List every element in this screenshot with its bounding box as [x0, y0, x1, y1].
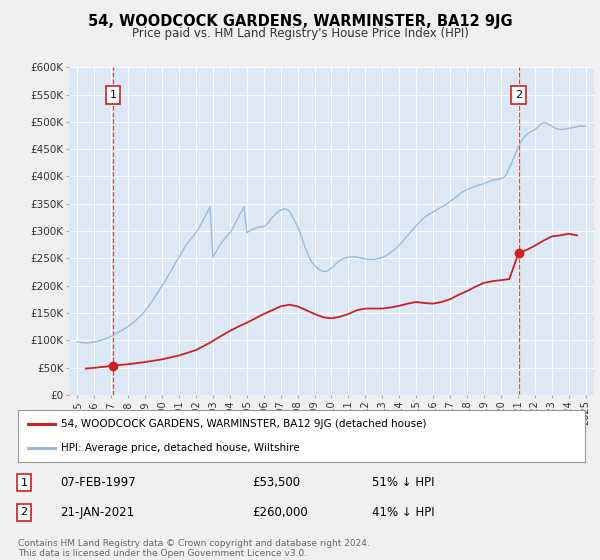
Text: 21-JAN-2021: 21-JAN-2021	[60, 506, 134, 519]
Text: 1: 1	[20, 478, 28, 488]
Text: 54, WOODCOCK GARDENS, WARMINSTER, BA12 9JG: 54, WOODCOCK GARDENS, WARMINSTER, BA12 9…	[88, 14, 512, 29]
Text: £260,000: £260,000	[252, 506, 308, 519]
Text: Price paid vs. HM Land Registry's House Price Index (HPI): Price paid vs. HM Land Registry's House …	[131, 27, 469, 40]
Text: £53,500: £53,500	[252, 476, 300, 489]
Text: 1: 1	[110, 90, 116, 100]
Text: Contains HM Land Registry data © Crown copyright and database right 2024.
This d: Contains HM Land Registry data © Crown c…	[18, 539, 370, 558]
Text: 51% ↓ HPI: 51% ↓ HPI	[372, 476, 434, 489]
Text: 54, WOODCOCK GARDENS, WARMINSTER, BA12 9JG (detached house): 54, WOODCOCK GARDENS, WARMINSTER, BA12 9…	[61, 419, 426, 430]
Text: 41% ↓ HPI: 41% ↓ HPI	[372, 506, 434, 519]
Text: 07-FEB-1997: 07-FEB-1997	[60, 476, 136, 489]
Text: 2: 2	[20, 507, 28, 517]
Text: 2: 2	[515, 90, 522, 100]
Text: HPI: Average price, detached house, Wiltshire: HPI: Average price, detached house, Wilt…	[61, 443, 299, 453]
